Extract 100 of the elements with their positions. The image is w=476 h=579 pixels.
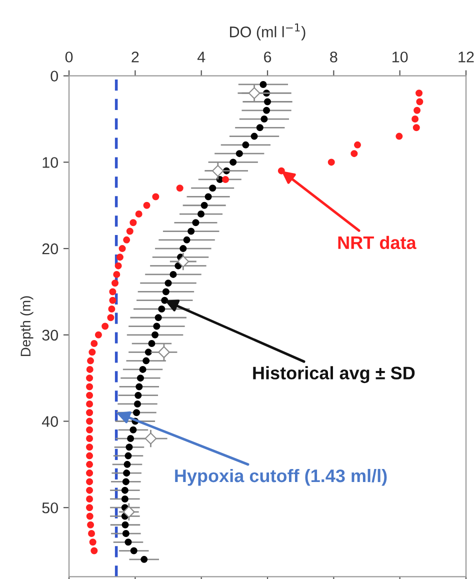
point xyxy=(144,432,157,444)
point xyxy=(86,409,94,416)
point xyxy=(158,305,166,312)
point xyxy=(416,98,424,106)
point xyxy=(86,418,94,425)
point xyxy=(124,460,131,468)
point xyxy=(86,495,94,502)
point xyxy=(152,331,159,338)
point xyxy=(136,383,143,390)
point xyxy=(412,124,420,132)
y-tick-label: 40 xyxy=(42,416,58,427)
point xyxy=(114,262,122,270)
y-tick-label: 20 xyxy=(42,243,58,254)
point xyxy=(112,280,119,287)
point xyxy=(153,322,160,330)
point xyxy=(88,530,96,538)
point xyxy=(130,219,137,226)
point xyxy=(152,193,160,200)
point xyxy=(183,236,190,244)
point xyxy=(90,340,98,348)
y-tick-label: 30 xyxy=(42,330,58,341)
point xyxy=(126,444,133,451)
point xyxy=(350,150,358,158)
point xyxy=(122,521,129,528)
point xyxy=(328,158,335,166)
y-tick-label: 10 xyxy=(42,157,58,168)
point xyxy=(86,366,94,373)
point xyxy=(136,374,144,382)
point xyxy=(86,470,94,477)
point xyxy=(87,521,94,528)
point xyxy=(130,426,137,434)
point xyxy=(108,305,116,312)
point xyxy=(264,98,272,106)
point xyxy=(122,506,135,518)
point xyxy=(121,495,128,502)
annotation: Historical avg ± SD xyxy=(253,366,415,384)
y-tick-label: 0 xyxy=(50,70,58,82)
point xyxy=(102,322,109,330)
x-tick-label: 2 xyxy=(132,52,139,62)
point xyxy=(87,357,94,364)
point xyxy=(86,460,94,468)
point xyxy=(86,435,94,442)
point xyxy=(209,184,216,192)
point xyxy=(86,374,94,382)
point xyxy=(230,158,237,166)
point xyxy=(158,346,170,358)
y-axis-title: Depth (m) xyxy=(20,296,34,356)
point xyxy=(86,383,94,390)
x-tick-label: 10 xyxy=(392,52,408,62)
x-tick-label: 4 xyxy=(197,52,206,62)
point xyxy=(176,184,184,192)
y-tick-label: 50 xyxy=(42,502,58,514)
point xyxy=(86,512,94,520)
point xyxy=(127,435,134,442)
point xyxy=(140,556,148,563)
x-tick-label: 8 xyxy=(330,52,338,62)
point xyxy=(170,270,177,278)
point xyxy=(192,219,200,226)
point xyxy=(126,228,134,235)
point xyxy=(416,90,423,97)
point xyxy=(109,296,116,304)
point xyxy=(248,87,260,100)
point xyxy=(414,106,421,114)
point xyxy=(86,444,94,451)
point xyxy=(260,116,268,123)
point xyxy=(86,486,94,494)
point xyxy=(148,340,156,348)
point xyxy=(130,547,138,554)
point xyxy=(118,245,126,252)
point xyxy=(144,348,152,356)
point xyxy=(89,538,96,546)
point xyxy=(180,245,187,252)
point xyxy=(164,280,172,287)
point xyxy=(354,141,361,148)
point xyxy=(242,141,250,148)
point xyxy=(86,452,94,460)
point xyxy=(86,392,94,399)
point xyxy=(86,478,94,486)
point xyxy=(88,348,96,356)
point xyxy=(135,210,142,218)
point xyxy=(256,124,264,132)
point xyxy=(123,236,130,244)
point xyxy=(124,452,132,460)
point xyxy=(134,400,141,408)
point xyxy=(212,164,224,177)
point xyxy=(200,202,208,209)
point xyxy=(109,288,116,296)
point xyxy=(188,228,195,235)
point xyxy=(263,106,270,114)
point xyxy=(123,470,130,477)
point xyxy=(94,331,102,338)
point xyxy=(122,478,130,486)
point xyxy=(236,150,243,158)
point xyxy=(113,270,120,278)
x-tick-label: 12 xyxy=(458,52,474,62)
point xyxy=(260,80,267,88)
annotation: NRT data xyxy=(338,236,416,250)
point xyxy=(222,176,229,183)
point xyxy=(107,314,114,322)
point xyxy=(154,314,162,322)
